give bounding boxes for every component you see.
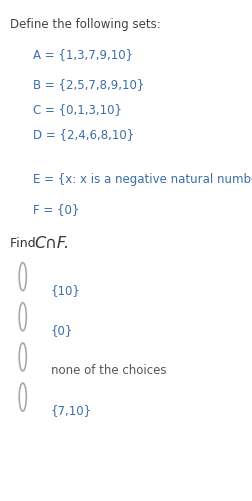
Text: {10}: {10} xyxy=(50,283,80,296)
Text: {0}: {0} xyxy=(50,323,73,336)
Text: C = {0,1,3,10}: C = {0,1,3,10} xyxy=(33,103,121,116)
Text: B = {2,5,7,8,9,10}: B = {2,5,7,8,9,10} xyxy=(33,78,144,91)
Text: A = {1,3,7,9,10}: A = {1,3,7,9,10} xyxy=(33,48,133,61)
Text: {7,10}: {7,10} xyxy=(50,403,91,416)
Text: E = {x: x is a negative natural number}: E = {x: x is a negative natural number} xyxy=(33,173,252,186)
Text: Find: Find xyxy=(10,237,40,250)
Text: Define the following sets:: Define the following sets: xyxy=(10,18,160,31)
Text: C∩F.: C∩F. xyxy=(34,236,69,251)
Text: D = {2,4,6,8,10}: D = {2,4,6,8,10} xyxy=(33,128,134,141)
Text: none of the choices: none of the choices xyxy=(50,363,166,376)
Text: F = {0}: F = {0} xyxy=(33,203,79,216)
